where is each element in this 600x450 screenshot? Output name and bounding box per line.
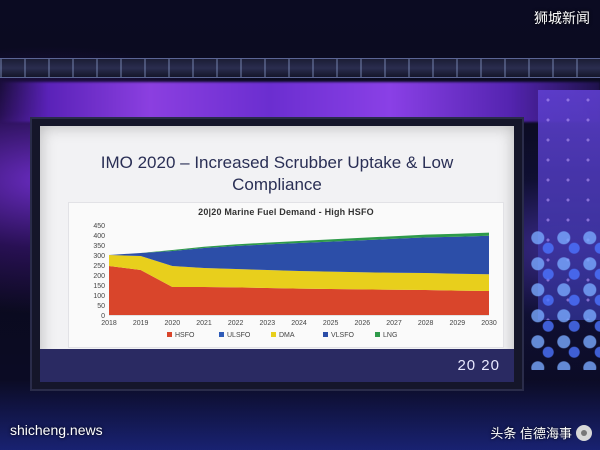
x-tick-label: 2021 [196,320,212,327]
legend-swatch-ulsfo [219,332,224,337]
projection-screen-frame: IMO 2020 – Increased Scrubber Uptake & L… [30,117,524,391]
x-tick-label: 2029 [450,320,466,327]
purple-light-bar [0,82,600,122]
x-tick-label: 2030 [481,320,497,327]
x-tick-label: 2025 [323,320,339,327]
x-tick-label: 2024 [291,320,307,327]
slide-footer: 20 20 [40,349,514,382]
wm-text: 头条 信德海事 [490,426,572,441]
x-tick-label: 2020 [165,320,181,327]
floor-glow [0,380,600,450]
area-series-vlsfo [109,235,489,275]
chart-title: 20|20 Marine Fuel Demand - High HSFO [198,207,374,217]
slide-title-line1: IMO 2020 – Increased Scrubber Uptake & L… [100,153,454,172]
y-tick-label: 300 [93,253,105,260]
x-tick-label: 2023 [260,320,276,327]
watermark-bottom-right: 头条 信德海事 [490,423,592,442]
legend-label-lng: LNG [383,332,397,339]
x-tick-label: 2022 [228,320,244,327]
legend-swatch-vlsfo [323,332,328,337]
x-tick-label: 2019 [133,320,149,327]
slide-title-line2: Compliance [232,175,322,194]
y-tick-label: 200 [93,273,105,280]
legend-swatch-dma [271,332,276,337]
y-tick-label: 50 [97,303,105,310]
wechat-icon [576,424,592,441]
y-tick-label: 250 [93,263,105,270]
lighting-truss [0,58,600,78]
y-tick-label: 400 [93,233,105,240]
legend-swatch-hsfo [167,332,172,337]
y-tick-label: 450 [93,223,105,230]
x-tick-label: 2027 [386,320,402,327]
legend-swatch-lng [375,332,380,337]
projection-screen: IMO 2020 – Increased Scrubber Uptake & L… [40,126,514,382]
x-tick-label: 2018 [101,320,117,327]
area-series-lng [109,232,489,255]
watermark-top-right: 狮城新闻 [534,10,590,26]
y-tick-label: 150 [93,283,105,290]
y-tick-label: 0 [101,313,105,320]
area-chart: 0 50 100 150 200 250 300 350 400 450 2018 2019 2020 2… [93,223,497,339]
x-tick-label: 2028 [418,320,434,327]
chart-panel: 20|20 Marine Fuel Demand - High HSFO 0 50… [68,202,504,348]
decorative-orbs [530,230,600,370]
watermark-bottom-left: shicheng.news [10,422,103,438]
legend-label-dma: DMA [279,332,295,339]
brand-logo: 20 20 [457,357,500,374]
slide-title: IMO 2020 – Increased Scrubber Uptake & L… [50,152,504,196]
legend-label-hsfo: HSFO [175,332,195,339]
area-series-dma [109,255,489,291]
x-tick-label: 2026 [355,320,371,327]
legend-label-ulsfo: ULSFO [227,332,251,339]
legend-label-vlsfo: VLSFO [331,332,355,339]
y-tick-label: 350 [93,243,105,250]
y-tick-label: 100 [93,293,105,300]
area-series-hsfo [109,266,489,315]
